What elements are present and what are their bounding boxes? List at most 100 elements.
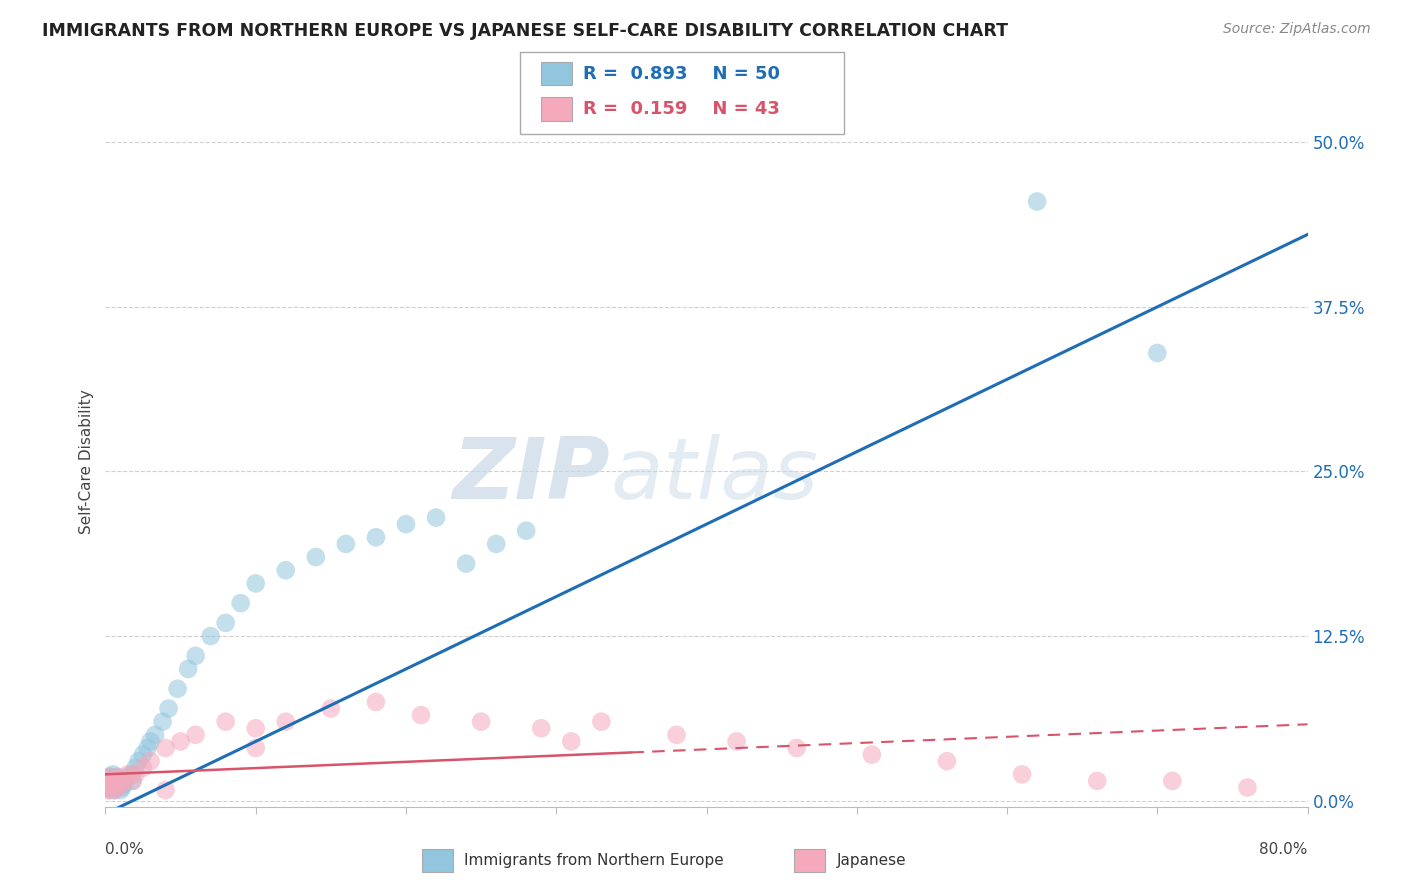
Point	[936, 754, 959, 768]
Point	[184, 728, 207, 742]
Point	[117, 767, 139, 781]
Point	[97, 770, 120, 784]
Point	[155, 741, 177, 756]
Point	[132, 747, 155, 762]
Point	[1085, 773, 1108, 788]
Point	[470, 714, 492, 729]
Point	[560, 734, 582, 748]
Point	[112, 773, 135, 788]
Point	[104, 770, 127, 784]
Point	[139, 734, 162, 748]
Text: 80.0%: 80.0%	[1260, 842, 1308, 857]
Point	[155, 783, 177, 797]
Text: R =  0.893    N = 50: R = 0.893 N = 50	[583, 65, 780, 83]
Point	[1011, 767, 1033, 781]
Point	[274, 563, 297, 577]
Point	[454, 557, 477, 571]
Point	[1146, 346, 1168, 360]
Point	[100, 780, 122, 795]
Point	[395, 517, 418, 532]
Point	[515, 524, 537, 538]
Text: IMMIGRANTS FROM NORTHERN EUROPE VS JAPANESE SELF-CARE DISABILITY CORRELATION CHA: IMMIGRANTS FROM NORTHERN EUROPE VS JAPAN…	[42, 22, 1008, 40]
Point	[98, 773, 121, 788]
Point	[166, 681, 188, 696]
Point	[425, 510, 447, 524]
Point	[112, 778, 135, 792]
Point	[100, 770, 122, 784]
Point	[98, 780, 121, 795]
Point	[96, 780, 118, 795]
Point	[120, 767, 142, 781]
Point	[725, 734, 748, 748]
Point	[128, 754, 150, 768]
Point	[409, 708, 432, 723]
Point	[98, 770, 121, 784]
Point	[229, 596, 252, 610]
Point	[245, 576, 267, 591]
Point	[107, 780, 129, 795]
Point	[274, 714, 297, 729]
Point	[177, 662, 200, 676]
Point	[1236, 780, 1258, 795]
Point	[107, 778, 129, 792]
Text: Source: ZipAtlas.com: Source: ZipAtlas.com	[1223, 22, 1371, 37]
Point	[114, 773, 136, 788]
Point	[136, 741, 159, 756]
Text: ZIP: ZIP	[453, 434, 610, 517]
Text: Japanese: Japanese	[837, 854, 907, 868]
Point	[139, 754, 162, 768]
Point	[364, 530, 387, 544]
Point	[335, 537, 357, 551]
Point	[124, 767, 146, 781]
Point	[152, 714, 174, 729]
Point	[100, 778, 122, 792]
Point	[214, 615, 236, 630]
Point	[143, 728, 166, 742]
Point	[200, 629, 222, 643]
Point	[97, 783, 120, 797]
Point	[124, 761, 146, 775]
Point	[117, 770, 139, 784]
Text: 0.0%: 0.0%	[105, 842, 145, 857]
Point	[111, 780, 134, 795]
Point	[245, 741, 267, 756]
Point	[364, 695, 387, 709]
Point	[98, 783, 121, 797]
Point	[157, 701, 180, 715]
Point	[96, 773, 118, 788]
Point	[319, 701, 342, 715]
Point	[121, 773, 143, 788]
Point	[591, 714, 613, 729]
Point	[110, 783, 132, 797]
Text: R =  0.159    N = 43: R = 0.159 N = 43	[583, 100, 780, 118]
Point	[786, 741, 808, 756]
Point	[96, 773, 118, 788]
Point	[101, 778, 124, 792]
Point	[1026, 194, 1049, 209]
Point	[103, 773, 125, 788]
Point	[97, 773, 120, 788]
Point	[860, 747, 883, 762]
Point	[121, 773, 143, 788]
Point	[104, 780, 127, 795]
Point	[97, 778, 120, 792]
Point	[101, 773, 124, 788]
Point	[184, 648, 207, 663]
Y-axis label: Self-Care Disability: Self-Care Disability	[79, 389, 94, 534]
Point	[110, 773, 132, 788]
Point	[1161, 773, 1184, 788]
Point	[245, 721, 267, 735]
Point	[214, 714, 236, 729]
Point	[110, 778, 132, 792]
Point	[530, 721, 553, 735]
Text: Immigrants from Northern Europe: Immigrants from Northern Europe	[464, 854, 724, 868]
Point	[305, 550, 328, 565]
Point	[132, 761, 155, 775]
Point	[108, 770, 131, 784]
Point	[96, 780, 118, 795]
Point	[108, 773, 131, 788]
Text: atlas: atlas	[610, 434, 818, 517]
Point	[485, 537, 508, 551]
Point	[101, 767, 124, 781]
Point	[665, 728, 688, 742]
